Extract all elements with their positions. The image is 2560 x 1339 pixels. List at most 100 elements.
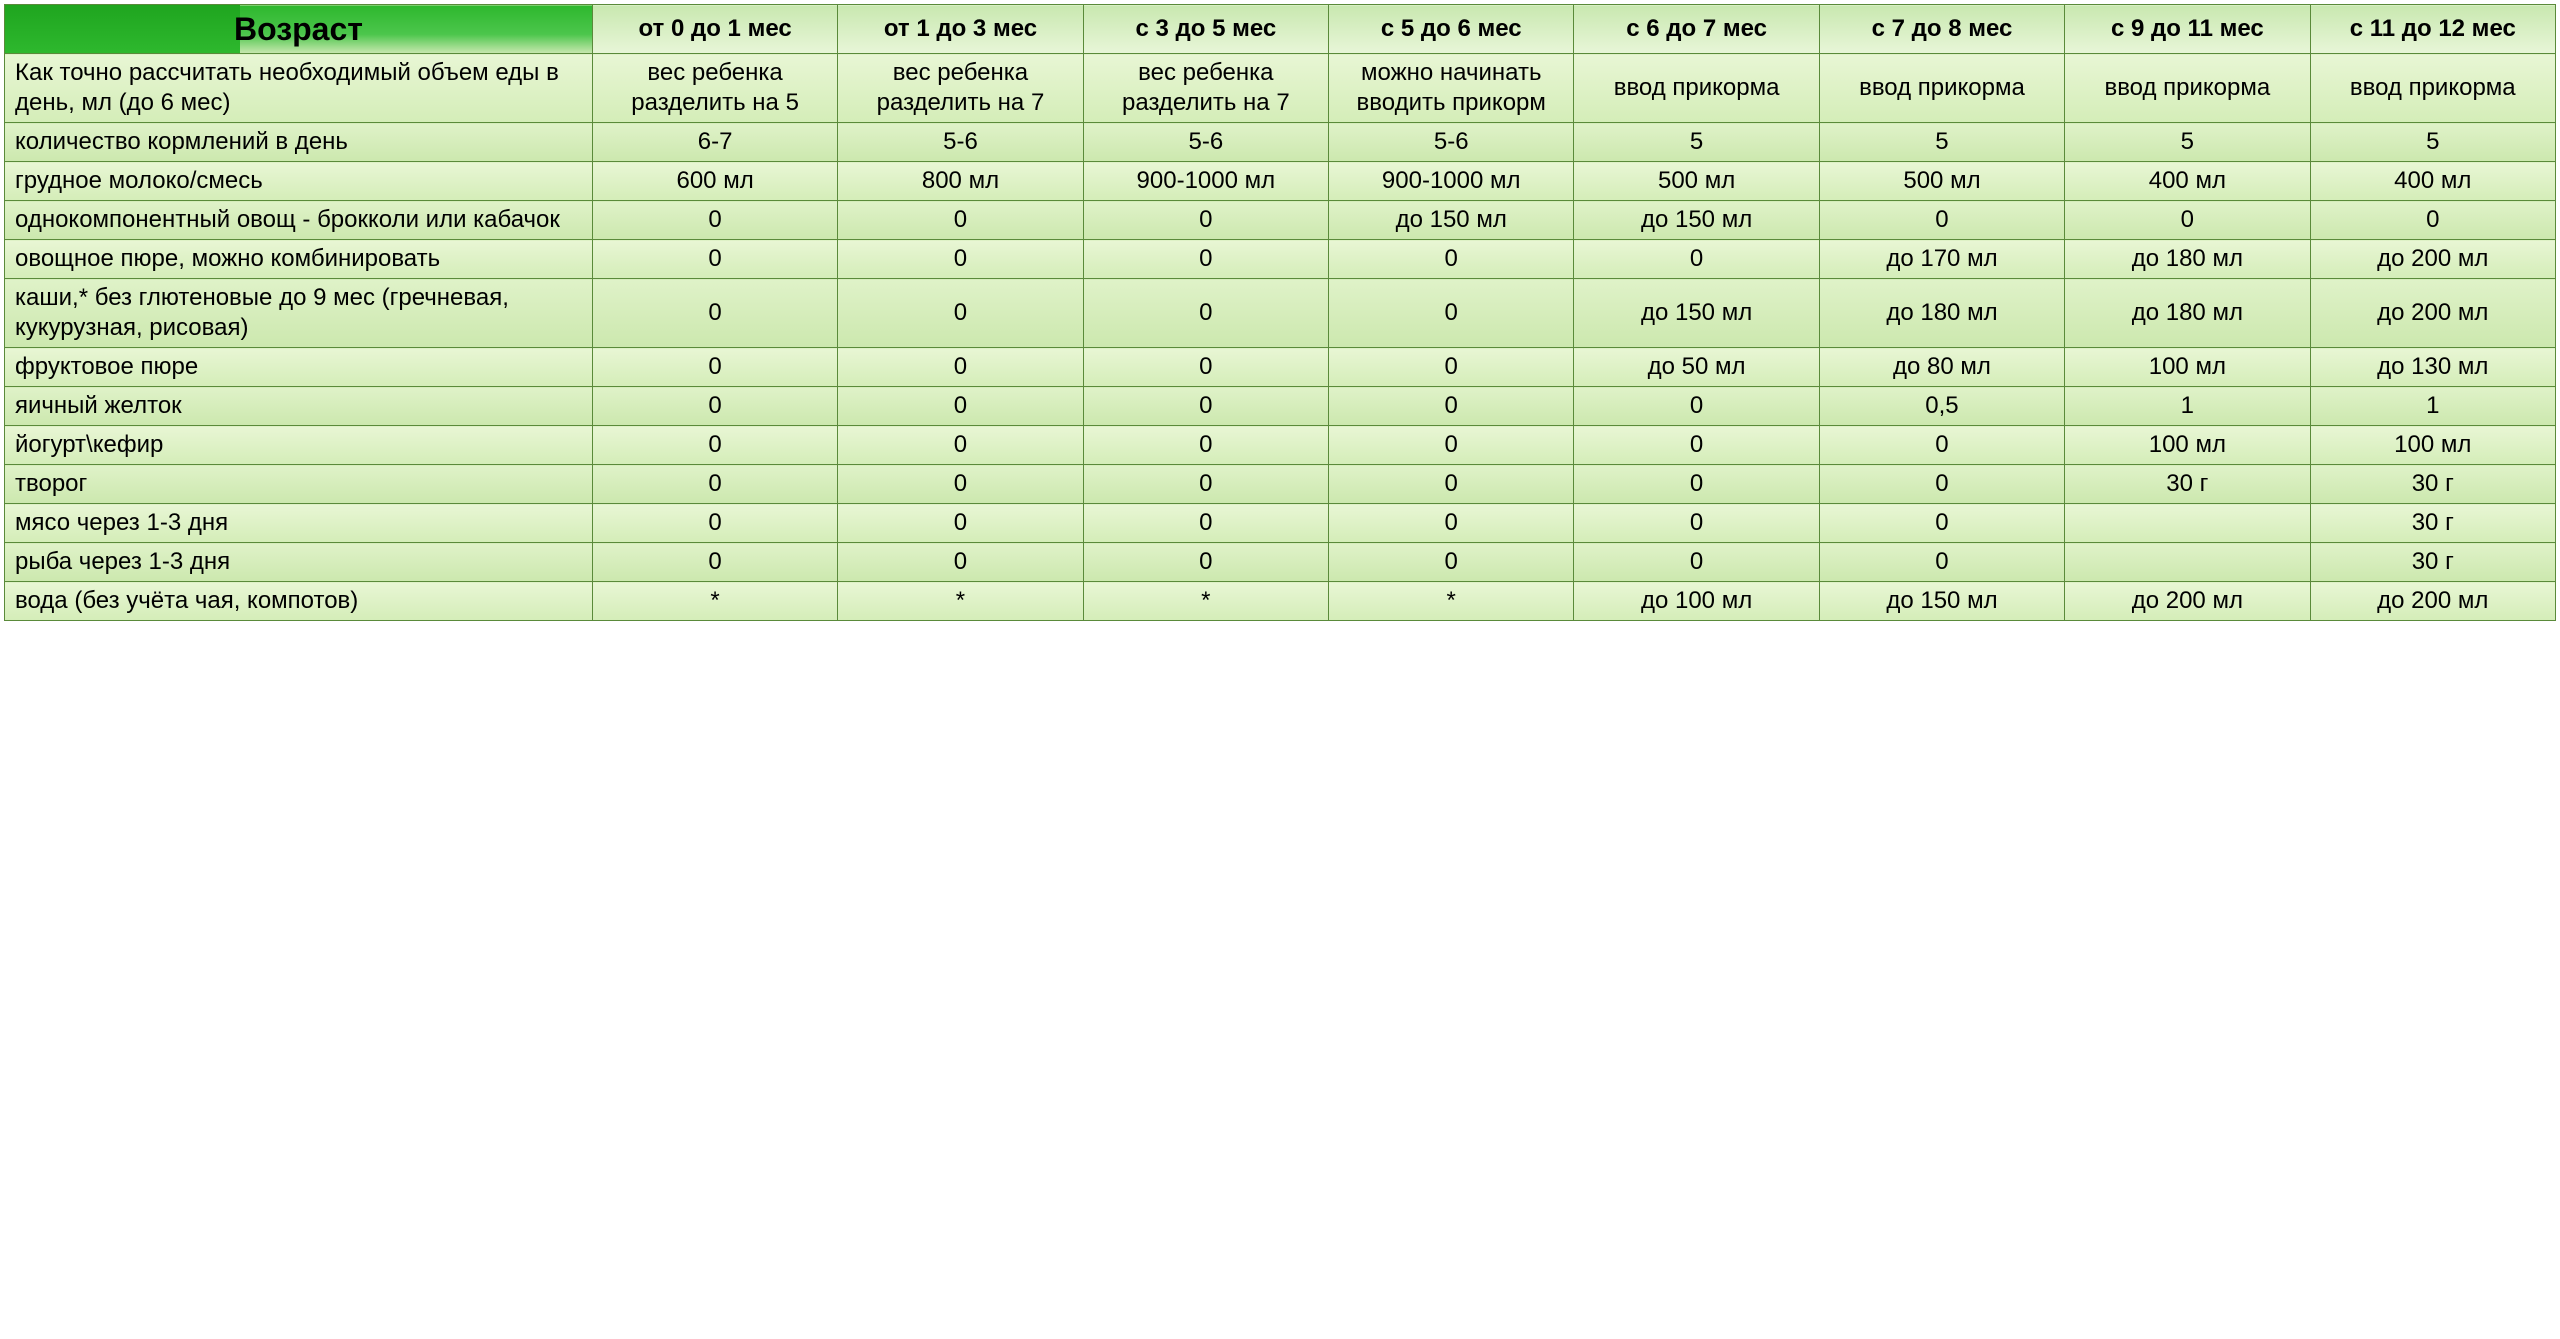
data-cell: 0,5 xyxy=(1819,387,2064,426)
col-head-2: с 3 до 5 мес xyxy=(1083,5,1328,54)
data-cell: 0 xyxy=(592,543,837,582)
data-cell: 5 xyxy=(1819,123,2064,162)
data-cell: до 180 мл xyxy=(2065,240,2310,279)
row-label: фруктовое пюре xyxy=(5,348,593,387)
data-cell: 400 мл xyxy=(2310,162,2555,201)
data-cell: 1 xyxy=(2310,387,2555,426)
data-cell: 0 xyxy=(1329,426,1574,465)
data-cell: ввод прикорма xyxy=(2065,54,2310,123)
data-cell: 0 xyxy=(592,426,837,465)
data-cell xyxy=(2065,504,2310,543)
col-head-5: с 7 до 8 мес xyxy=(1819,5,2064,54)
row-label: грудное молоко/смесь xyxy=(5,162,593,201)
data-cell: вес ребенка разделить на 7 xyxy=(838,54,1083,123)
data-cell: 0 xyxy=(592,348,837,387)
data-cell: 0 xyxy=(1083,348,1328,387)
data-cell: вес ребенка разделить на 7 xyxy=(1083,54,1328,123)
data-cell: 0 xyxy=(2065,201,2310,240)
data-cell: 5 xyxy=(1574,123,1819,162)
data-cell: 0 xyxy=(838,279,1083,348)
data-cell: 0 xyxy=(838,426,1083,465)
data-cell: 0 xyxy=(1329,543,1574,582)
table-row: овощное пюре, можно комбинировать00000до… xyxy=(5,240,2556,279)
data-cell: до 200 мл xyxy=(2065,582,2310,621)
data-cell: 0 xyxy=(1083,426,1328,465)
data-cell: 0 xyxy=(838,387,1083,426)
data-cell: 0 xyxy=(592,504,837,543)
data-cell: 0 xyxy=(1819,504,2064,543)
data-cell: ввод прикорма xyxy=(1819,54,2064,123)
data-cell: * xyxy=(592,582,837,621)
data-cell: 0 xyxy=(1083,279,1328,348)
data-cell: 0 xyxy=(1083,465,1328,504)
data-cell: 0 xyxy=(838,504,1083,543)
data-cell: до 130 мл xyxy=(2310,348,2555,387)
data-cell: 30 г xyxy=(2310,504,2555,543)
data-cell: 0 xyxy=(1329,465,1574,504)
data-cell: 0 xyxy=(1819,201,2064,240)
data-cell: 30 г xyxy=(2310,543,2555,582)
table-row: творог00000030 г30 г xyxy=(5,465,2556,504)
data-cell: 0 xyxy=(1329,387,1574,426)
row-label: количество кормлений в день xyxy=(5,123,593,162)
row-label: овощное пюре, можно комбинировать xyxy=(5,240,593,279)
age-header-label: Возраст xyxy=(234,11,363,47)
table-row: вода (без учёта чая, компотов)****до 100… xyxy=(5,582,2556,621)
data-cell: 500 мл xyxy=(1574,162,1819,201)
data-cell: 0 xyxy=(838,465,1083,504)
data-cell: * xyxy=(1329,582,1574,621)
data-cell: 0 xyxy=(1819,543,2064,582)
data-cell: 0 xyxy=(1574,426,1819,465)
data-cell: вес ребенка разделить на 5 xyxy=(592,54,837,123)
data-cell: 5-6 xyxy=(838,123,1083,162)
table-row: однокомпонентный овощ - брокколи или каб… xyxy=(5,201,2556,240)
table-row: мясо через 1-3 дня00000030 г xyxy=(5,504,2556,543)
row-label: однокомпонентный овощ - брокколи или каб… xyxy=(5,201,593,240)
row-label: каши,* без глютеновые до 9 мес (гречнева… xyxy=(5,279,593,348)
data-cell: 100 мл xyxy=(2065,348,2310,387)
data-cell: до 200 мл xyxy=(2310,240,2555,279)
data-cell: до 50 мл xyxy=(1574,348,1819,387)
data-cell: 0 xyxy=(838,201,1083,240)
data-cell: 0 xyxy=(1819,426,2064,465)
data-cell: 0 xyxy=(1083,387,1328,426)
data-cell: * xyxy=(838,582,1083,621)
data-cell: до 200 мл xyxy=(2310,582,2555,621)
data-cell: 500 мл xyxy=(1819,162,2064,201)
table-row: рыба через 1-3 дня00000030 г xyxy=(5,543,2556,582)
data-cell: 800 мл xyxy=(838,162,1083,201)
data-cell: 5-6 xyxy=(1329,123,1574,162)
data-cell: 0 xyxy=(592,201,837,240)
age-header-cell: Возраст xyxy=(5,5,593,54)
data-cell: 0 xyxy=(592,240,837,279)
table-row: Как точно рассчитать необходимый объем е… xyxy=(5,54,2556,123)
row-label: Как точно рассчитать необходимый объем е… xyxy=(5,54,593,123)
table-row: яичный желток000000,511 xyxy=(5,387,2556,426)
row-label: творог xyxy=(5,465,593,504)
data-cell: 0 xyxy=(838,348,1083,387)
data-cell: 0 xyxy=(1329,240,1574,279)
row-label: мясо через 1-3 дня xyxy=(5,504,593,543)
data-cell: 0 xyxy=(1574,465,1819,504)
table-row: йогурт\кефир000000100 мл100 мл xyxy=(5,426,2556,465)
data-cell: 900-1000 мл xyxy=(1083,162,1328,201)
data-cell: до 150 мл xyxy=(1574,279,1819,348)
data-cell: до 180 мл xyxy=(2065,279,2310,348)
data-cell: 0 xyxy=(592,387,837,426)
data-cell: 0 xyxy=(1083,504,1328,543)
data-cell: до 150 мл xyxy=(1574,201,1819,240)
data-cell: 900-1000 мл xyxy=(1329,162,1574,201)
data-cell: 30 г xyxy=(2310,465,2555,504)
col-head-6: с 9 до 11 мес xyxy=(2065,5,2310,54)
table-row: каши,* без глютеновые до 9 мес (гречнева… xyxy=(5,279,2556,348)
data-cell: до 150 мл xyxy=(1819,582,2064,621)
col-head-1: от 1 до 3 мес xyxy=(838,5,1083,54)
data-cell: 100 мл xyxy=(2310,426,2555,465)
row-label: яичный желток xyxy=(5,387,593,426)
data-cell: ввод прикорма xyxy=(2310,54,2555,123)
data-cell: * xyxy=(1083,582,1328,621)
table-row: грудное молоко/смесь600 мл800 мл900-1000… xyxy=(5,162,2556,201)
feeding-table: Возраст от 0 до 1 мес от 1 до 3 мес с 3 … xyxy=(4,4,2556,621)
data-cell: 0 xyxy=(1574,240,1819,279)
data-cell: можно начинать вводить прикорм xyxy=(1329,54,1574,123)
